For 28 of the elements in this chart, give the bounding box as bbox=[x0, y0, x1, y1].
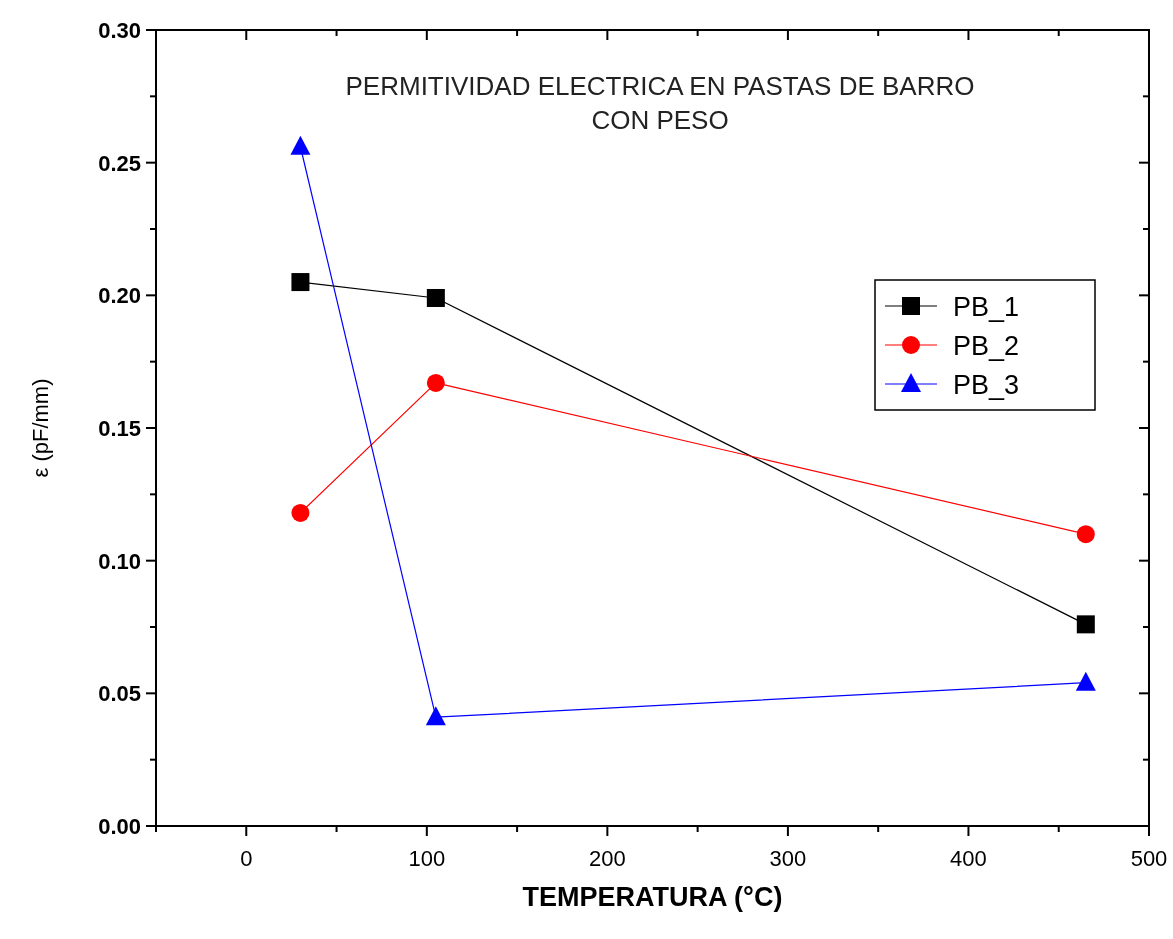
legend-label: PB_1 bbox=[953, 292, 1020, 322]
x-axis-title: TEMPERATURA (°C) bbox=[522, 882, 783, 912]
x-tick-label: 300 bbox=[769, 846, 807, 871]
legend-label: PB_2 bbox=[953, 331, 1020, 361]
y-tick-label: 0.10 bbox=[98, 548, 141, 574]
point bbox=[426, 288, 445, 307]
x-tick-label: 400 bbox=[950, 846, 987, 871]
x-tick-label: 200 bbox=[589, 846, 626, 871]
point bbox=[291, 503, 310, 522]
legend-label: PB_3 bbox=[953, 370, 1020, 400]
x-tick-label: 100 bbox=[408, 846, 446, 871]
y-tick-label: 0.30 bbox=[98, 18, 141, 43]
y-tick-label: 0.25 bbox=[98, 150, 141, 176]
x-tick-label: 500 bbox=[1130, 846, 1168, 871]
y-tick-label: 0.00 bbox=[98, 814, 141, 839]
y-tick-label: 0.05 bbox=[98, 681, 141, 707]
x-tick-label: 0 bbox=[240, 846, 253, 871]
point bbox=[426, 373, 445, 392]
point bbox=[1076, 525, 1095, 544]
y-tick-label: 0.15 bbox=[98, 416, 141, 441]
y-tick-label: 0.20 bbox=[98, 283, 141, 309]
point bbox=[290, 135, 311, 155]
point bbox=[1076, 615, 1095, 634]
point bbox=[291, 273, 310, 292]
y-axis-title: ε (pF/mm) bbox=[28, 378, 53, 478]
point bbox=[425, 706, 446, 726]
point bbox=[1075, 671, 1096, 691]
text: PERMITIVIDAD ELECTRICA EN PASTAS DE BARRO CON PESO bbox=[345, 71, 975, 135]
